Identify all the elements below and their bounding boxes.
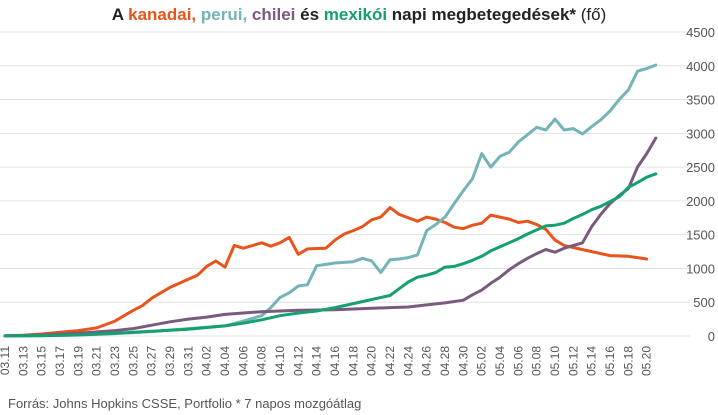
x-axis-ticks: 03.11 03.13 03.15 03.17 03.19 03.21 03.23 03.25… <box>0 346 654 376</box>
y-tick-label: 3000 <box>686 126 715 141</box>
x-tick-label: 03.21 <box>90 346 104 376</box>
x-tick-label: 03.27 <box>145 346 159 376</box>
x-tick-label: 03.31 <box>181 346 195 376</box>
x-tick-label: 04.14 <box>310 346 324 376</box>
x-tick-label: 03.13 <box>16 346 30 376</box>
source-note: Forrás: Johns Hopkins CSSE, Portfolio * … <box>8 396 362 411</box>
y-tick-label: 1500 <box>686 228 715 243</box>
x-tick-label: 04.04 <box>218 346 232 376</box>
x-tick-label: 05.16 <box>603 346 617 376</box>
x-tick-label: 04.06 <box>236 346 250 376</box>
x-tick-label: 05.06 <box>511 346 525 376</box>
x-tick-label: 03.17 <box>53 346 67 376</box>
y-tick-label: 2500 <box>686 160 715 175</box>
x-tick-label: 04.28 <box>438 346 452 376</box>
title-unit: (fő) <box>576 5 607 24</box>
mexico-series-line <box>3 172 658 338</box>
title-suffix: napi megbetegedések* <box>387 5 577 24</box>
title-peru: perui, <box>200 5 248 24</box>
title-mid: és <box>295 5 324 24</box>
y-tick-label: 0 <box>708 329 715 344</box>
x-tick-label: 04.22 <box>383 346 397 376</box>
y-axis-ticks: 0 500 1000 1500 2000 2500 3000 3500 4000 4500 <box>686 25 715 344</box>
x-tick-label: 05.18 <box>621 346 635 376</box>
x-tick-label: 04.08 <box>255 346 269 376</box>
chile-series-line <box>3 136 658 338</box>
y-tick-label: 3500 <box>686 93 715 108</box>
x-tick-label: 05.20 <box>640 346 654 376</box>
canada-series-line <box>3 206 649 338</box>
title-chile: chilei <box>251 5 296 24</box>
x-tick-label: 04.18 <box>346 346 360 376</box>
x-tick-label: 05.12 <box>566 346 580 376</box>
x-tick-label: 04.20 <box>365 346 379 376</box>
x-tick-label: 04.24 <box>401 346 415 376</box>
x-tick-label: 03.23 <box>108 346 122 376</box>
x-tick-label: 04.30 <box>456 346 470 376</box>
y-tick-label: 4500 <box>686 25 715 40</box>
y-tick-label: 2000 <box>686 194 715 209</box>
x-tick-label: 04.02 <box>200 346 214 376</box>
x-tick-label: 03.11 <box>0 346 12 375</box>
x-tick-label: 04.16 <box>328 346 342 376</box>
chart-title: A kanadai, perui, chilei és mexikói napi… <box>0 5 718 25</box>
x-tick-label: 05.14 <box>585 346 599 376</box>
y-tick-label: 1000 <box>686 261 715 276</box>
x-tick-label: 05.04 <box>493 346 507 376</box>
title-mexico: mexikói <box>323 5 388 24</box>
x-tick-label: 05.08 <box>530 346 544 376</box>
x-tick-label: 04.12 <box>291 346 305 376</box>
y-tick-label: 4000 <box>686 59 715 74</box>
title-prefix: A <box>111 5 129 24</box>
x-tick-label: 03.15 <box>35 346 49 376</box>
x-tick-label: 03.29 <box>163 346 177 376</box>
gridlines <box>0 31 690 337</box>
x-tick-label: 05.02 <box>475 346 489 376</box>
x-tick-label: 03.19 <box>71 346 85 376</box>
title-canada: kanadai, <box>128 5 197 24</box>
x-tick-label: 04.26 <box>420 346 434 376</box>
x-tick-label: 04.10 <box>273 346 287 376</box>
x-tick-label: 05.10 <box>548 346 562 376</box>
x-tick-label: 03.25 <box>126 346 140 376</box>
y-tick-label: 500 <box>693 295 715 310</box>
series-lines <box>3 63 658 338</box>
